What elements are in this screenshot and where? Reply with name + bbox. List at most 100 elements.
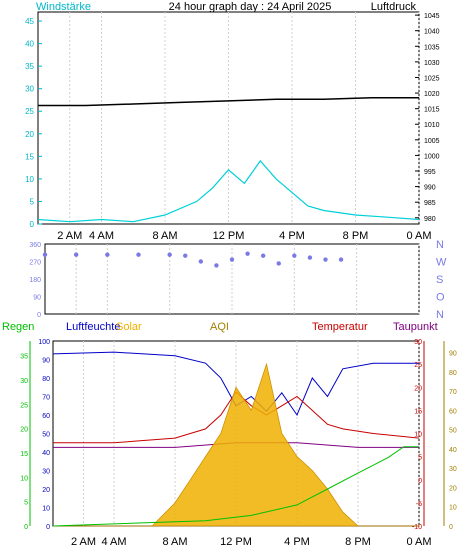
direction-tick-label: 360 (29, 242, 41, 249)
direction-point (105, 252, 110, 257)
direction-point (198, 259, 204, 264)
rain-tick-label: 10 (20, 475, 28, 482)
direction-point (136, 252, 141, 257)
rain-tick-label: 15 (20, 451, 28, 458)
humidity-tick-label: 80 (42, 376, 50, 383)
pressure-tick-label: 1040 (424, 29, 440, 36)
humidity-tick-label: 30 (42, 469, 50, 476)
x-tick-label: 2 AM (71, 536, 96, 548)
wind-tick-label: 0 (30, 220, 35, 229)
direction-point (276, 261, 281, 266)
legend-item: Regen (2, 321, 34, 333)
direction-tick-label: 90 (33, 295, 41, 302)
legend-item: Taupunkt (393, 321, 438, 333)
compass-label: S (436, 274, 443, 286)
direction-point (245, 251, 250, 256)
pressure-tick-label: 1000 (424, 153, 440, 160)
pressure-tick-label: 985 (424, 200, 436, 207)
wind-pressure-panel: Windstärke 24 hour graph day : 24 April … (25, 1, 440, 229)
x-tick-label: 8 AM (162, 536, 187, 548)
humidity-tick-label: 40 (42, 450, 50, 457)
direction-point (338, 257, 344, 262)
compass-label: N (436, 239, 444, 251)
temperature-tick-label: 0 (418, 478, 422, 485)
temperature-tick-label: 5 (418, 455, 422, 462)
x-tick-label: 4 AM (101, 536, 126, 548)
legend-item: Temperatur (312, 321, 368, 333)
series-line-windstärke (37, 159, 420, 223)
direction-point (214, 263, 219, 268)
wind-tick-label: 15 (25, 152, 34, 161)
wind-tick-label: 10 (25, 175, 34, 184)
compass-label: N (436, 309, 444, 321)
temperature-tick-label: -5 (416, 501, 422, 508)
humidity-tick-label: 0 (46, 524, 50, 531)
rain-tick-label: 25 (20, 402, 28, 409)
x-tick-label: 8 PM (345, 536, 371, 548)
series-area-solar (53, 362, 419, 527)
series-line-regen (52, 446, 419, 527)
wind-tick-label: 5 (30, 197, 35, 206)
rain-tick-label: 5 (24, 500, 28, 507)
direction-point (73, 252, 79, 257)
chart-title: 24 hour graph day : 24 April 2025 (169, 1, 332, 13)
aqi-tick-label: 50 (449, 428, 457, 435)
humidity-tick-label: 90 (42, 358, 50, 365)
wind-tick-label: 45 (25, 17, 34, 26)
temperature-tick-label: 10 (414, 432, 422, 439)
compass-label: W (436, 257, 447, 269)
rain-tick-label: 0 (24, 524, 28, 531)
series-line-luftdruck (38, 96, 419, 107)
aqi-tick-label: 30 (449, 466, 457, 473)
pressure-tick-label: 990 (424, 185, 436, 192)
humidity-tick-label: 10 (42, 506, 50, 513)
aqi-tick-label: 40 (449, 447, 457, 454)
rain-tick-label: 30 (20, 378, 28, 385)
pressure-tick-label: 980 (424, 216, 436, 223)
wind-axis-title: Windstärke (36, 1, 91, 13)
pressure-tick-label: 995 (424, 169, 436, 176)
pressure-tick-label: 1030 (424, 60, 440, 67)
direction-point (229, 257, 235, 262)
aqi-tick-label: 10 (449, 505, 457, 512)
humidity-tick-label: 50 (42, 432, 50, 439)
humidity-tick-label: 20 (42, 487, 50, 494)
x-tick-label: 12 PM (220, 536, 252, 548)
aqi-tick-label: 60 (449, 408, 457, 415)
compass-label: O (436, 292, 445, 304)
direction-point (307, 255, 313, 260)
wind-tick-label: 35 (25, 62, 34, 71)
temperature-tick-label: 15 (414, 408, 422, 415)
x-tick-label: 2 AM (57, 230, 82, 242)
aqi-tick-label: 90 (449, 351, 457, 358)
legend-item: Solar (116, 321, 142, 333)
temperature-tick-label: 25 (414, 362, 422, 369)
x-tick-label: 12 PM (213, 230, 245, 242)
humidity-tick-label: 70 (42, 395, 50, 402)
pressure-tick-label: 1015 (424, 107, 440, 114)
aqi-tick-label: 20 (449, 485, 457, 492)
direction-point (167, 252, 172, 257)
direction-tick-label: 270 (29, 260, 41, 267)
x-tick-label: 0 AM (406, 230, 431, 242)
pressure-tick-label: 1035 (424, 44, 440, 51)
pressure-tick-label: 1045 (424, 13, 440, 20)
pressure-tick-label: 1025 (424, 75, 440, 82)
humidity-tick-label: 60 (42, 413, 50, 420)
x-tick-label: 4 AM (89, 230, 114, 242)
direction-point (183, 253, 188, 258)
pressure-axis-title: Luftdruck (371, 1, 417, 13)
legend-item: Luftfeuchte (66, 321, 120, 333)
wind-tick-label: 25 (25, 107, 34, 116)
x-tick-label: 0 AM (406, 536, 431, 548)
wind-tick-label: 40 (25, 40, 34, 49)
rain-humidity-temp-panel: 010203040506070809010005101520253035-10-… (20, 339, 457, 531)
temperature-tick-label: 20 (414, 385, 422, 392)
legend-item: AQI (210, 321, 229, 333)
wind-tick-label: 30 (25, 85, 34, 94)
direction-point (292, 253, 297, 258)
direction-point (42, 252, 48, 257)
x-tick-label: 4 PM (284, 536, 310, 548)
